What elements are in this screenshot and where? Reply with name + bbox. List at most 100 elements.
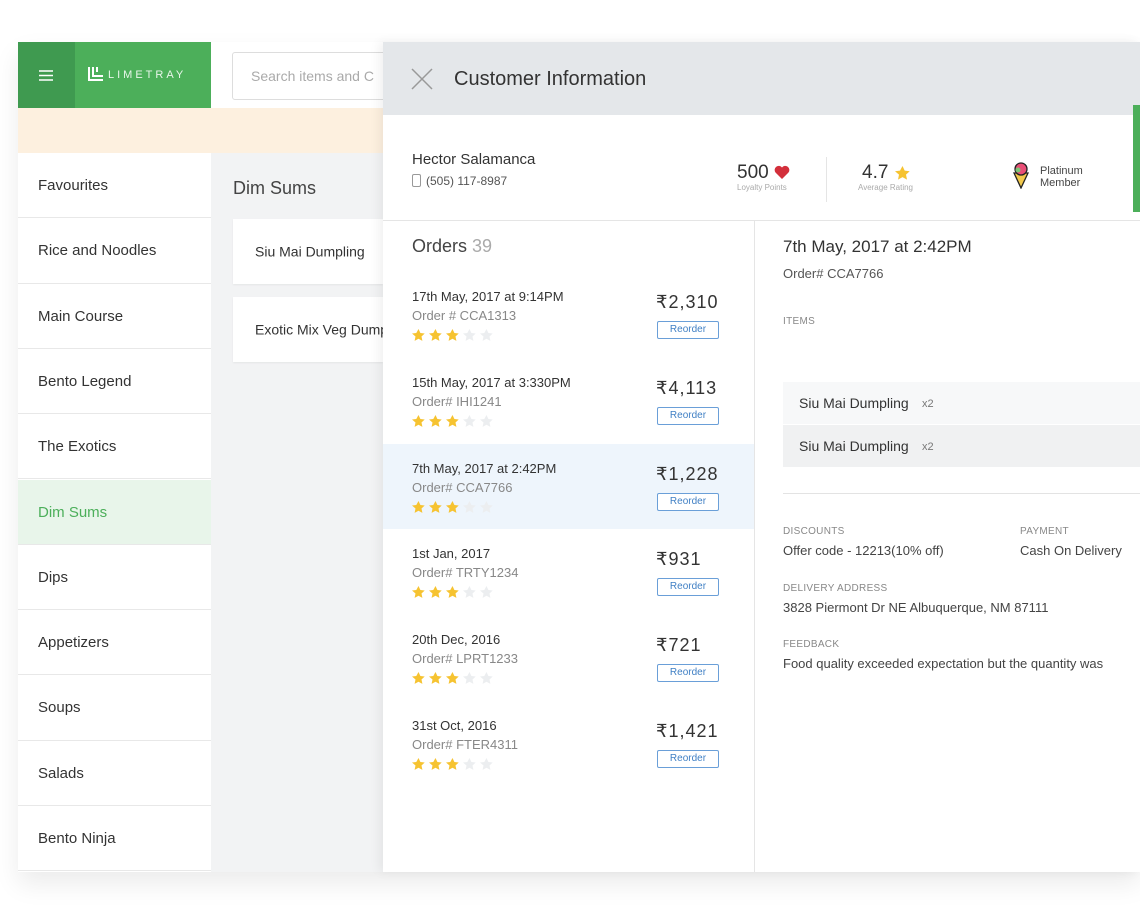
- sidebar-item-label: Salads: [38, 764, 84, 782]
- rating-star: [480, 758, 493, 770]
- order-date: 15th May, 2017 at 3:330PM: [412, 374, 571, 390]
- order-row[interactable]: 20th Dec, 2016 Order# LPRT1233 ₹721 Reorder: [383, 615, 754, 701]
- sidebar-item[interactable]: Salads: [18, 740, 211, 806]
- item-name: Siu Mai Dumpling: [799, 395, 909, 411]
- menu-card[interactable]: Exotic Mix Veg Dumpling: [233, 297, 410, 362]
- close-button[interactable]: [411, 68, 433, 90]
- rating-star: [480, 329, 493, 341]
- order-date: 7th May, 2017 at 2:42PM: [412, 460, 557, 476]
- feedback-value: Food quality exceeded expectation but th…: [783, 656, 1104, 671]
- sidebar-item[interactable]: Appetizers: [18, 610, 211, 676]
- orders-count: 39: [472, 236, 493, 256]
- rating-star: [429, 758, 442, 770]
- order-id: Order# FTER4311: [412, 737, 518, 752]
- order-id: Order# LPRT1233: [412, 651, 518, 667]
- heart-icon: [774, 165, 790, 179]
- rating-star: [480, 586, 493, 599]
- address-value: 3828 Piermont Dr NE Albuquerque, NM 8711…: [783, 600, 1049, 615]
- sidebar-item[interactable]: Soups: [18, 675, 211, 741]
- sidebar-item[interactable]: Dips: [18, 544, 211, 611]
- rating-star: [463, 500, 476, 513]
- order-id: Order# IHI1241: [412, 393, 502, 409]
- order-rating: [412, 414, 493, 427]
- sidebar-item-label: Rice and Noodles: [38, 242, 157, 260]
- item-name: Siu Mai Dumpling: [799, 438, 909, 454]
- order-row[interactable]: 1st Jan, 2017 Order# TRTY1234 ₹931 Reorder: [383, 529, 754, 615]
- menu-button[interactable]: [18, 42, 75, 108]
- orders-title: Orders: [412, 236, 468, 256]
- reorder-button[interactable]: Reorder: [657, 492, 719, 511]
- order-row[interactable]: 7th May, 2017 at 2:42PM Order# CCA7766 ₹1,…: [383, 443, 754, 530]
- rating-star: [446, 758, 459, 770]
- order-id: Order# CCA7766: [412, 479, 513, 495]
- order-row[interactable]: 31st Oct, 2016 Order# FTER4311 ₹1,421 Reord…: [383, 701, 754, 787]
- menu-items: Siu Mai Dumpling Exotic Mix Veg Dumpling: [233, 219, 410, 379]
- order-amount: ₹1,228: [656, 463, 719, 484]
- sidebar-item-label: Appetizers: [38, 634, 109, 652]
- orders-header: Orders 39: [412, 236, 492, 257]
- tier-label: Platinum Member: [1040, 165, 1083, 189]
- reorder-button[interactable]: Reorder: [657, 406, 719, 425]
- rating-star: [412, 758, 425, 770]
- sidebar-item[interactable]: Main Course: [18, 283, 211, 349]
- detail-item: Siu Mai Dumpling x2: [783, 382, 1140, 424]
- sidebar-item[interactable]: Favourites: [18, 153, 211, 219]
- sidebar-item-label: Favourites: [38, 177, 109, 194]
- reorder-button[interactable]: Reorder: [657, 321, 719, 339]
- rating-star: [429, 672, 442, 685]
- loyalty-points: 500: [737, 162, 769, 183]
- order-row[interactable]: 17th May, 2017 at 9:14PM Order # CCA1313 ₹…: [383, 272, 754, 358]
- detail-order-id: Order# CCA7766: [783, 266, 884, 281]
- order-amount: ₹721: [656, 635, 702, 656]
- sidebar-item[interactable]: Bento Legend: [18, 348, 211, 415]
- order-amount: ₹1,421: [656, 721, 719, 741]
- sidebar-item[interactable]: Bento Ninja: [18, 806, 211, 872]
- sidebar: Favourites Rice and Noodles Main Course Ben…: [18, 153, 211, 872]
- item-qty: x2: [922, 398, 934, 410]
- sidebar-item-label: The Exotics: [38, 438, 117, 456]
- rating-star: [446, 329, 459, 341]
- rating-star: [463, 414, 476, 427]
- rating-star: [429, 329, 442, 341]
- search-box[interactable]: Search items and C: [232, 52, 394, 100]
- menu-card-label: Exotic Mix Veg Dumpling: [255, 321, 410, 337]
- rating-star: [446, 500, 459, 513]
- order-id: Order # CCA1313: [412, 308, 517, 323]
- rating-star: [463, 758, 476, 770]
- tier-icon: [1012, 162, 1030, 189]
- sidebar-item[interactable]: The Exotics: [18, 414, 211, 480]
- order-amount: ₹931: [656, 549, 702, 570]
- feedback-label: FEEDBACK: [783, 639, 840, 650]
- sidebar-item[interactable]: Rice and Noodles: [18, 218, 211, 284]
- order-rating: [412, 500, 493, 513]
- order-amount: ₹2,310: [656, 292, 719, 312]
- sidebar-item[interactable]: Dim Sums: [18, 479, 211, 545]
- payment-label: PAYMENT: [1020, 526, 1069, 537]
- category-title: Dim Sums: [233, 178, 317, 198]
- loyalty-label: Loyalty Points: [737, 183, 787, 192]
- rating-star: [463, 329, 476, 341]
- customer-name: Hector Salamanca: [412, 151, 536, 168]
- order-date: 1st Jan, 2017: [412, 546, 491, 562]
- reorder-button[interactable]: Reorder: [657, 664, 719, 683]
- order-rating: [412, 586, 493, 599]
- order-row[interactable]: 15th May, 2017 at 3:330PM Order# IHI1241 ₹…: [383, 358, 754, 444]
- detail-date: 7th May, 2017 at 2:42PM: [783, 237, 972, 256]
- order-date: 17th May, 2017 at 9:14PM: [412, 289, 564, 304]
- reorder-button[interactable]: Reorder: [657, 578, 719, 597]
- order-date: 20th Dec, 2016: [412, 632, 501, 648]
- menu-card[interactable]: Siu Mai Dumpling: [233, 219, 383, 284]
- rating-star: [446, 672, 459, 685]
- rating-star: [412, 500, 425, 513]
- reorder-button[interactable]: Reorder: [657, 750, 719, 768]
- rating-star: [463, 672, 476, 685]
- discounts-value: Offer code - 12213(10% off): [783, 543, 944, 558]
- order-rating: [412, 672, 493, 685]
- order-date: 31st Oct, 2016: [412, 718, 497, 733]
- rating-star: [429, 500, 442, 513]
- rating-star: [463, 586, 476, 599]
- customer-phone: (505) 117-8987: [426, 174, 508, 188]
- order-detail: 7th May, 2017 at 2:42PM Order# CCA7766 I…: [755, 220, 1140, 872]
- rating-star: [446, 586, 459, 599]
- items-label: ITEMS: [783, 316, 816, 327]
